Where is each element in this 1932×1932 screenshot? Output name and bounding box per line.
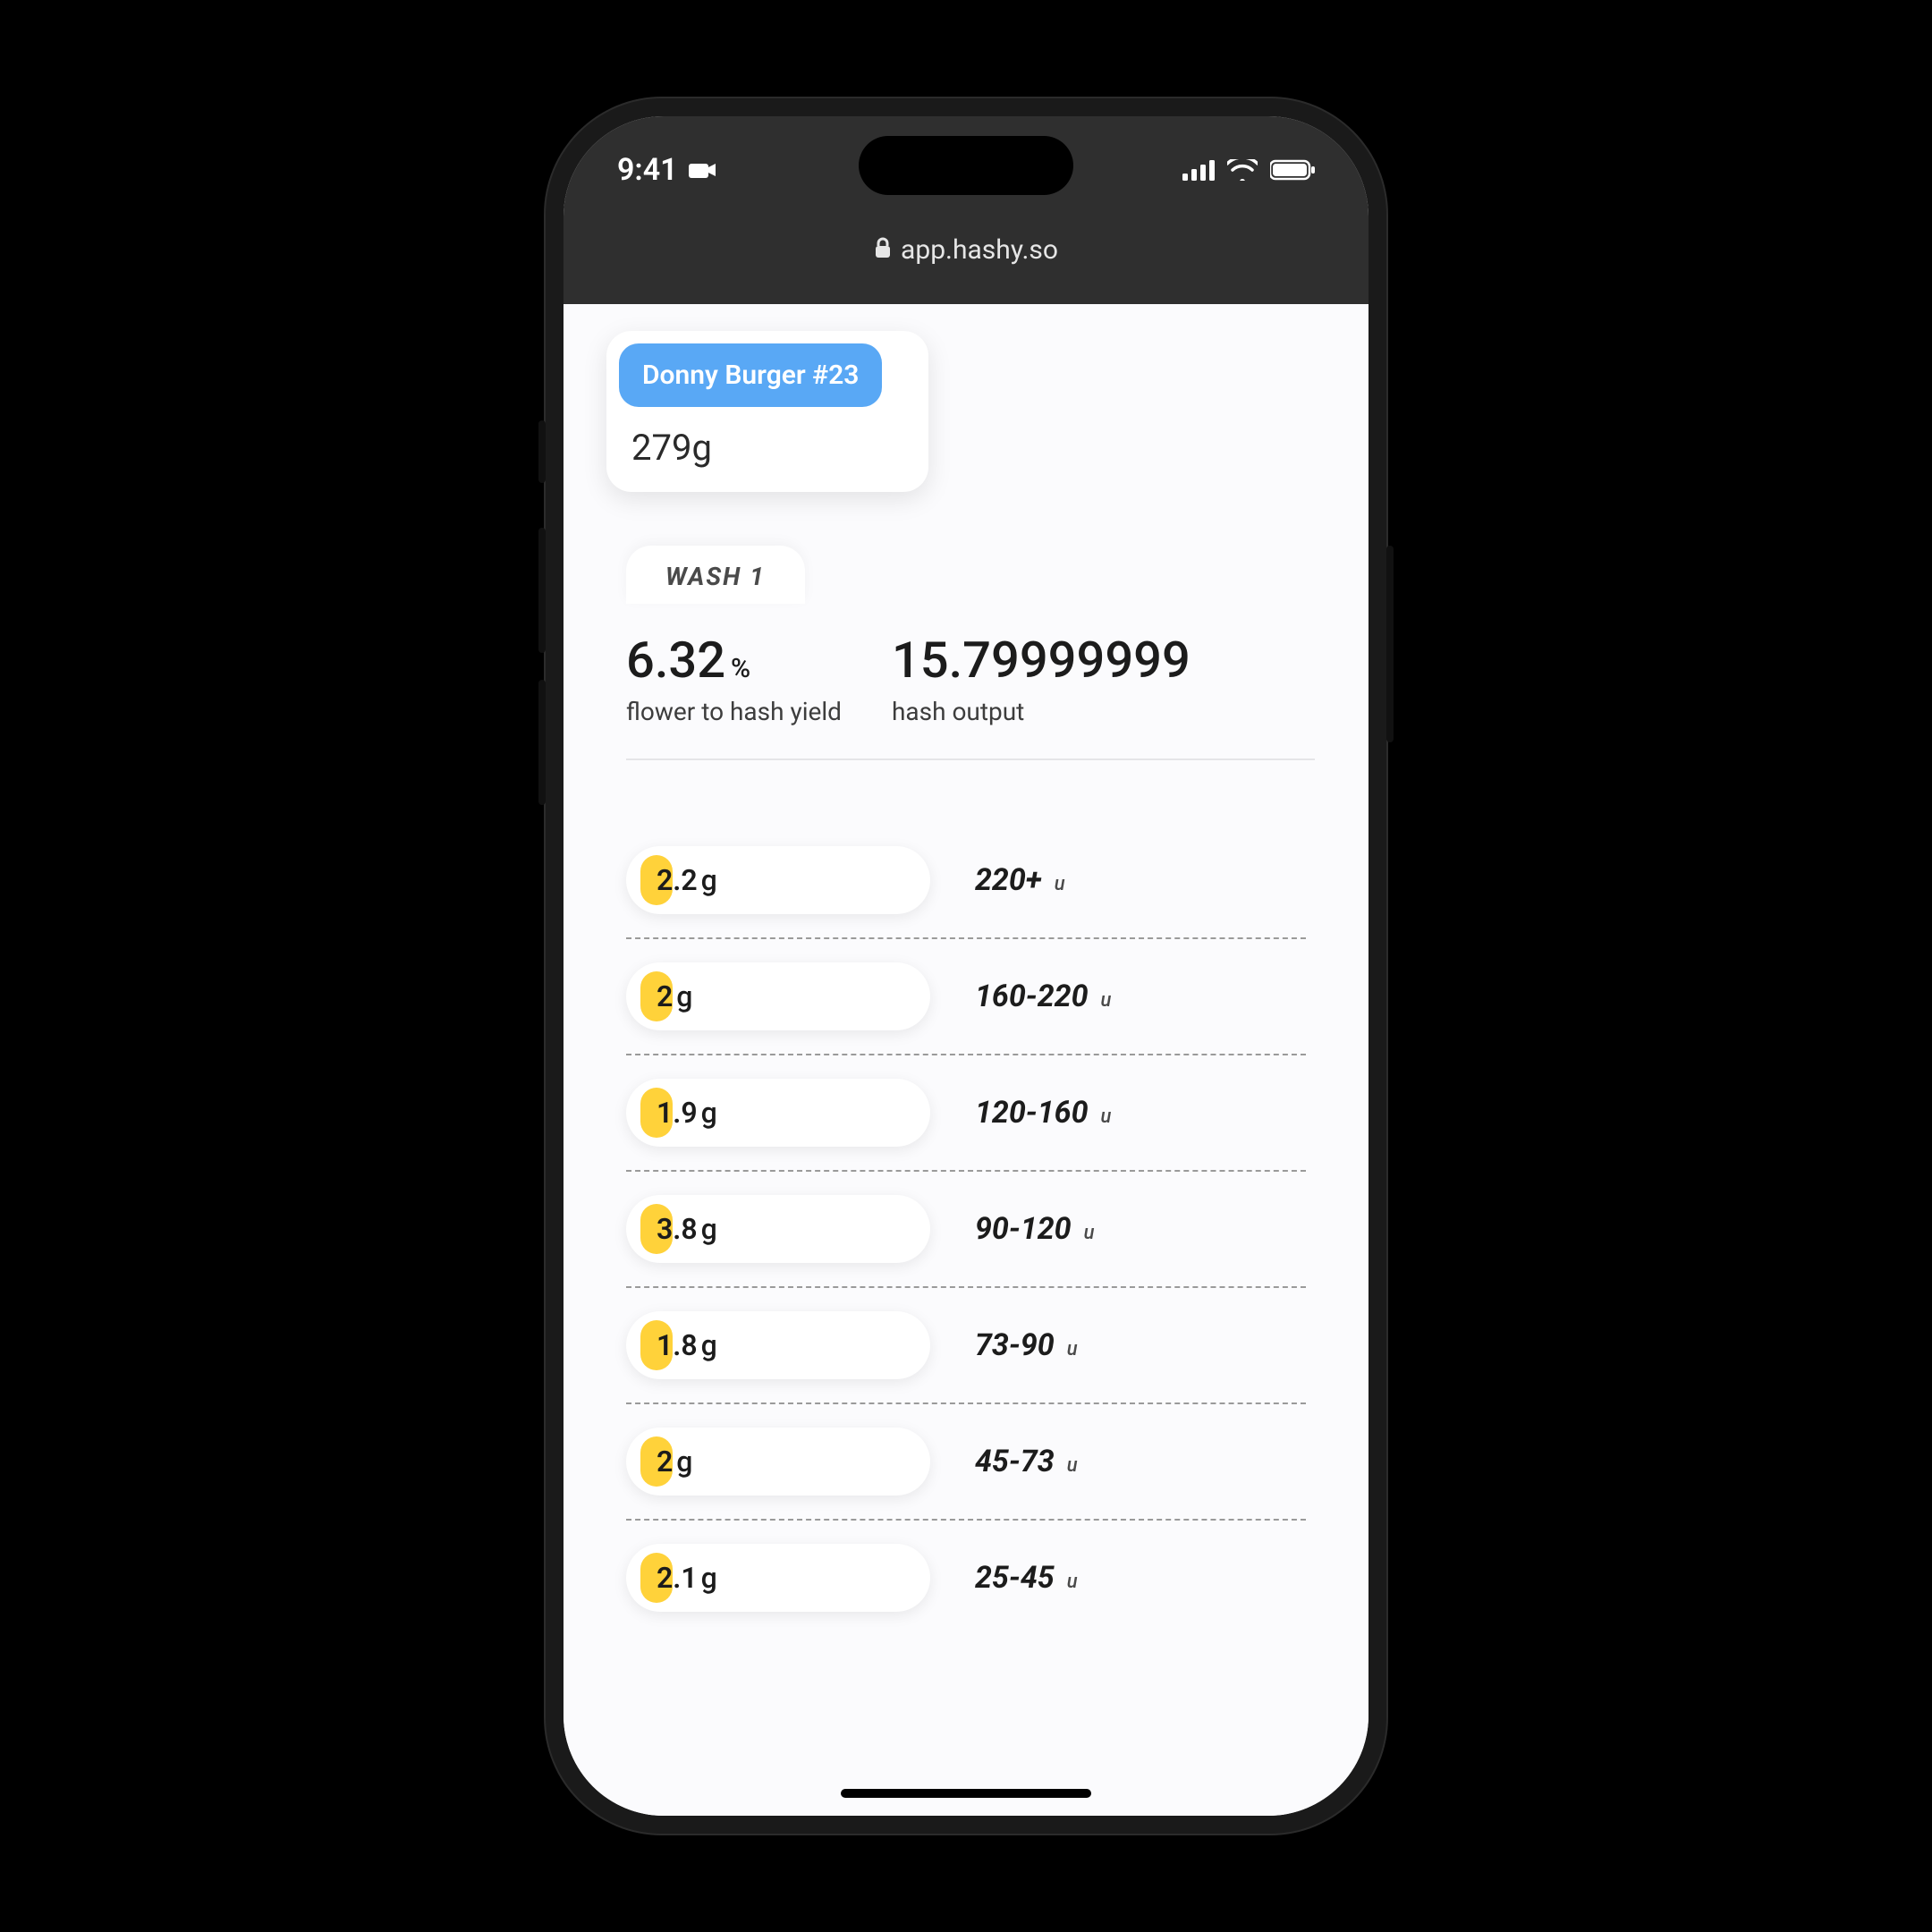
micron-label: 220+ u	[975, 862, 1065, 898]
micron-label: 73-90 u	[975, 1327, 1078, 1363]
wash-tab[interactable]: WASH 1	[626, 546, 805, 604]
micron-unit: u	[1067, 1338, 1078, 1360]
weight-input[interactable]: 1.8 g	[626, 1311, 930, 1379]
micron-row: 1.8 g 73-90 u	[626, 1288, 1306, 1404]
side-button-volume-up	[538, 528, 546, 653]
micron-range: 120-160	[975, 1095, 1089, 1131]
side-button-silence	[538, 420, 546, 483]
weight-unit: g	[701, 1212, 717, 1246]
micron-row: 3.8 g 90-120 u	[626, 1172, 1306, 1288]
micron-unit: u	[1084, 1222, 1095, 1244]
weight-value: 2	[657, 1445, 673, 1479]
weight-input[interactable]: 2.2 g	[626, 846, 930, 914]
micron-unit: u	[1101, 1106, 1112, 1128]
micron-range: 160-220	[975, 979, 1089, 1014]
yield-metric: 6.32% flower to hash yield	[626, 631, 842, 726]
yield-value: 6.32	[626, 631, 725, 690]
yield-unit: %	[731, 653, 750, 684]
micron-row: 2 g 160-220 u	[626, 939, 1306, 1055]
weight-value: 2	[657, 979, 673, 1013]
url-text: app.hashy.so	[901, 234, 1058, 266]
weight-input[interactable]: 3.8 g	[626, 1195, 930, 1263]
micron-unit: u	[1101, 989, 1112, 1012]
weight-input[interactable]: 2 g	[626, 1428, 930, 1496]
lock-icon	[874, 234, 892, 266]
weight-unit: g	[676, 1445, 692, 1479]
strain-card[interactable]: Donny Burger #23 279g	[606, 331, 928, 492]
weight-unit: g	[701, 863, 717, 897]
weight-unit: g	[701, 1561, 717, 1595]
output-metric: 15.79999999 hash output	[892, 631, 1191, 726]
dynamic-island	[859, 136, 1073, 195]
weight-unit: g	[676, 979, 692, 1013]
browser-chrome: 9:41	[564, 116, 1368, 304]
strain-name-pill: Donny Burger #23	[619, 343, 882, 407]
phone-frame: 9:41	[546, 98, 1386, 1834]
micron-range: 73-90	[975, 1327, 1055, 1363]
micron-row: 2.2 g 220+ u	[626, 823, 1306, 939]
side-button-power	[1386, 546, 1394, 742]
home-indicator[interactable]	[841, 1789, 1091, 1798]
micron-range: 25-45	[975, 1560, 1055, 1596]
page-content: Donny Burger #23 279g WASH 1 6.32% flowe…	[564, 304, 1368, 1816]
micron-label: 160-220 u	[975, 979, 1111, 1014]
cellular-signal-icon	[1182, 159, 1215, 181]
weight-unit: g	[701, 1096, 717, 1130]
micron-rows: 2.2 g 220+ u 2 g 160-220 u 1.9 g 120-160 u 3.8 g 9…	[626, 823, 1306, 1635]
wash-section: WASH 1 6.32% flower to hash yield 15.799…	[564, 546, 1368, 1635]
micron-row: 2.1 g 25-45 u	[626, 1521, 1306, 1635]
micron-label: 25-45 u	[975, 1560, 1078, 1596]
micron-unit: u	[1067, 1571, 1078, 1593]
micron-row: 2 g 45-73 u	[626, 1404, 1306, 1521]
status-time: 9:41	[617, 152, 678, 188]
micron-range: 45-73	[975, 1444, 1055, 1479]
micron-unit: u	[1067, 1454, 1078, 1477]
phone-screen: 9:41	[564, 116, 1368, 1816]
micron-row: 1.9 g 120-160 u	[626, 1055, 1306, 1172]
yield-label: flower to hash yield	[626, 697, 842, 726]
micron-label: 120-160 u	[975, 1095, 1111, 1131]
weight-input[interactable]: 2 g	[626, 962, 930, 1030]
micron-range: 90-120	[975, 1211, 1072, 1247]
micron-range: 220+	[975, 862, 1042, 898]
weight-value: 2.2	[657, 863, 698, 897]
battery-icon	[1270, 159, 1315, 181]
camera-indicator-icon	[689, 152, 716, 188]
output-label: hash output	[892, 697, 1191, 726]
weight-value: 2.1	[657, 1561, 698, 1595]
weight-input[interactable]: 2.1 g	[626, 1544, 930, 1612]
url-bar[interactable]: app.hashy.so	[564, 234, 1368, 266]
wash-metrics: 6.32% flower to hash yield 15.79999999 h…	[626, 631, 1315, 760]
weight-value: 3.8	[657, 1212, 698, 1246]
micron-label: 45-73 u	[975, 1444, 1078, 1479]
micron-label: 90-120 u	[975, 1211, 1095, 1247]
micron-unit: u	[1055, 873, 1065, 895]
weight-value: 1.9	[657, 1096, 698, 1130]
weight-unit: g	[701, 1328, 717, 1362]
weight-value: 1.8	[657, 1328, 698, 1362]
wifi-icon	[1227, 159, 1258, 181]
strain-weight: 279g	[606, 419, 928, 492]
side-button-volume-down	[538, 680, 546, 805]
weight-input[interactable]: 1.9 g	[626, 1079, 930, 1147]
output-value: 15.79999999	[892, 631, 1191, 690]
